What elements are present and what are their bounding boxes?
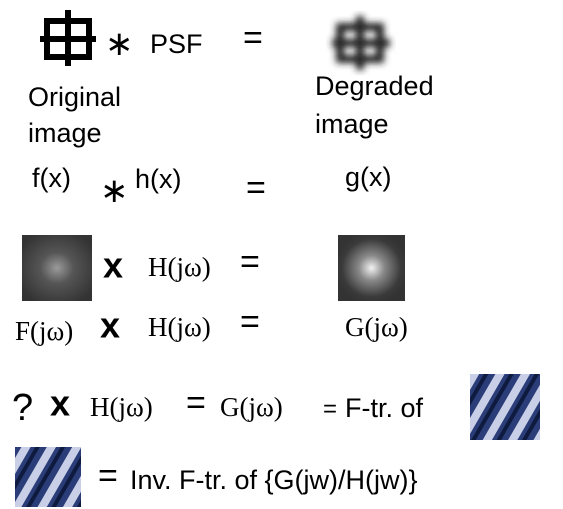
psf-label: PSF <box>150 29 203 59</box>
photo-image <box>15 447 81 507</box>
term: h(x) <box>135 164 182 194</box>
term: G(jω) <box>345 312 408 342</box>
degraded-icon <box>332 16 390 70</box>
label: Degraded <box>315 71 434 101</box>
original-icon <box>40 10 96 66</box>
operator: = <box>240 303 260 341</box>
operator: x <box>103 245 123 286</box>
term: H(jω) <box>90 392 153 422</box>
term: H(jω) <box>148 252 211 282</box>
operator: x <box>50 383 70 424</box>
operator: = <box>240 243 260 281</box>
term: G(jω) <box>220 392 283 422</box>
term: F(jω) <box>15 316 73 346</box>
label: Original <box>28 82 121 112</box>
diagram: ∗ PSF = Original image Degraded image f(… <box>0 0 563 509</box>
term: Inv. F-tr. of {G(jw)/H(jw)} <box>130 465 418 495</box>
operator: = <box>243 19 263 57</box>
operator: ∗ <box>105 25 134 63</box>
operator: ∗ <box>100 172 129 210</box>
label: image <box>28 118 102 148</box>
spectrum-image <box>338 235 405 301</box>
operator: = <box>323 395 337 422</box>
spectrum-image <box>22 235 92 301</box>
term: g(x) <box>345 162 392 192</box>
operator: = <box>246 169 266 207</box>
label: image <box>315 109 389 139</box>
photo-image <box>470 374 540 440</box>
operator: = <box>186 384 206 422</box>
term: F-tr. of <box>345 393 424 423</box>
operator: = <box>98 457 118 495</box>
term: f(x) <box>32 163 71 193</box>
question: ? <box>12 387 33 429</box>
operator: x <box>100 305 120 346</box>
term: H(jω) <box>148 312 211 342</box>
